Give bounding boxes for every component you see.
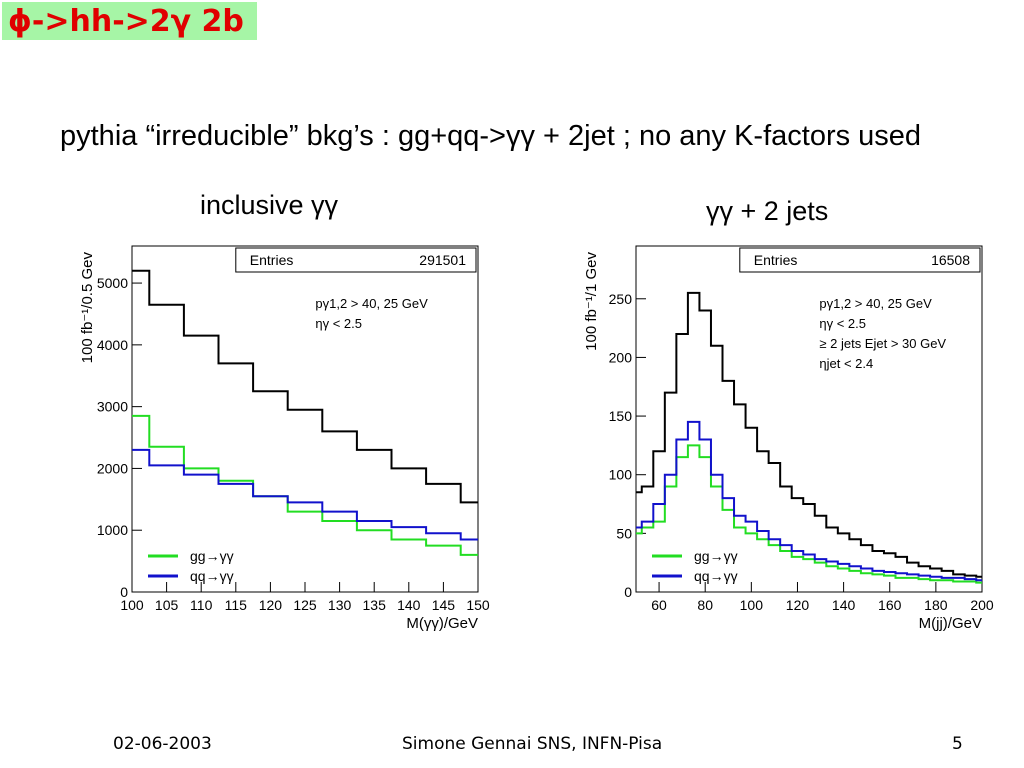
x-axis-label: M(γγ)/GeV [406, 615, 478, 632]
y-tick-label: 250 [609, 291, 633, 307]
x-tick-label: 140 [832, 597, 856, 613]
x-tick-label: 135 [363, 597, 387, 613]
left-chart-title: inclusive γγ [200, 190, 339, 220]
legend-label: qq→γγ [190, 568, 234, 584]
legend-label: qq→γγ [694, 568, 738, 584]
footer-page-number: 5 [952, 734, 963, 754]
stats-value: 16508 [931, 252, 970, 268]
legend-label: gg→γγ [190, 548, 234, 564]
stats-box [235, 247, 477, 273]
y-tick-label: 0 [120, 584, 128, 600]
cut-annotation: pγ1,2 > 40, 25 GeV [315, 296, 428, 311]
histogram-series-total [132, 269, 478, 504]
x-tick-label: 140 [397, 597, 421, 613]
slide-subtitle: pythia “irreducible” bkg’s : gg+qq->γγ +… [60, 120, 922, 152]
y-axis-label: 100 fb⁻¹/0.5 Gev [79, 252, 96, 364]
histogram-series-qq [132, 448, 478, 541]
x-tick-label: 160 [878, 597, 902, 613]
x-tick-label: 105 [155, 597, 179, 613]
x-tick-label: 180 [924, 597, 948, 613]
slide-title: ϕ->hh->2γ 2b [8, 4, 244, 39]
stats-label: Entries [250, 252, 294, 268]
x-axis-label: M(jj)/GeV [919, 615, 982, 632]
y-tick-label: 5000 [97, 275, 128, 291]
histogram-series-total [636, 291, 982, 578]
stats-label: Entries [754, 252, 798, 268]
x-tick-label: 120 [259, 597, 283, 613]
x-tick-label: 60 [651, 597, 667, 613]
stats-value: 291501 [419, 252, 466, 268]
legend-label: gg→γγ [694, 548, 738, 564]
x-tick-label: 145 [432, 597, 456, 613]
y-tick-label: 2000 [97, 460, 128, 476]
x-tick-label: 150 [466, 597, 490, 613]
footer-author: Simone Gennai SNS, INFN-Pisa [402, 734, 663, 754]
x-tick-label: 130 [328, 597, 352, 613]
y-tick-label: 150 [609, 408, 633, 424]
cut-annotation: ηγ < 2.5 [315, 316, 362, 331]
y-tick-label: 4000 [97, 337, 128, 353]
slide-title-box: ϕ->hh->2γ 2b [0, 0, 956, 40]
y-tick-label: 50 [616, 525, 632, 541]
stats-box [739, 247, 981, 273]
histogram-series-gg [636, 444, 982, 584]
y-tick-label: 3000 [97, 399, 128, 415]
y-tick-label: 100 [609, 467, 633, 483]
left-histogram-chart: 0 1000 2000 3000 4000 5000 100 105 110 115 120 125 1… [79, 245, 490, 632]
right-histogram-chart: 0 50 100 150 200 250 60 80 100 120 140 160 180 200 M(j… [583, 245, 994, 632]
x-tick-label: 200 [970, 597, 994, 613]
cut-annotation: ≥ 2 jets Ejet > 30 GeV [819, 336, 946, 351]
histogram-series-qq [636, 420, 982, 582]
x-tick-label: 125 [293, 597, 317, 613]
footer-date: 02-06-2003 [113, 734, 212, 754]
x-tick-label: 115 [225, 597, 248, 613]
x-tick-label: 110 [190, 597, 213, 613]
y-tick-label: 0 [624, 584, 632, 600]
cut-annotation: pγ1,2 > 40, 25 GeV [819, 296, 932, 311]
x-tick-label: 100 [740, 597, 764, 613]
x-tick-label: 80 [697, 597, 713, 613]
y-tick-label: 1000 [97, 522, 128, 538]
x-tick-label: 120 [786, 597, 810, 613]
x-tick-label: 100 [120, 597, 144, 613]
right-chart-title: γγ + 2 jets [706, 196, 829, 226]
cut-annotation: ηjet < 2.4 [819, 356, 873, 371]
y-tick-label: 200 [609, 349, 633, 365]
y-axis-label: 100 fb⁻¹/1 Gev [583, 252, 600, 351]
slide-title-background [2, 2, 257, 40]
plot-frame [131, 245, 479, 593]
cut-annotation: ηγ < 2.5 [819, 316, 866, 331]
plot-frame [635, 245, 983, 593]
histogram-series-gg [132, 414, 478, 556]
